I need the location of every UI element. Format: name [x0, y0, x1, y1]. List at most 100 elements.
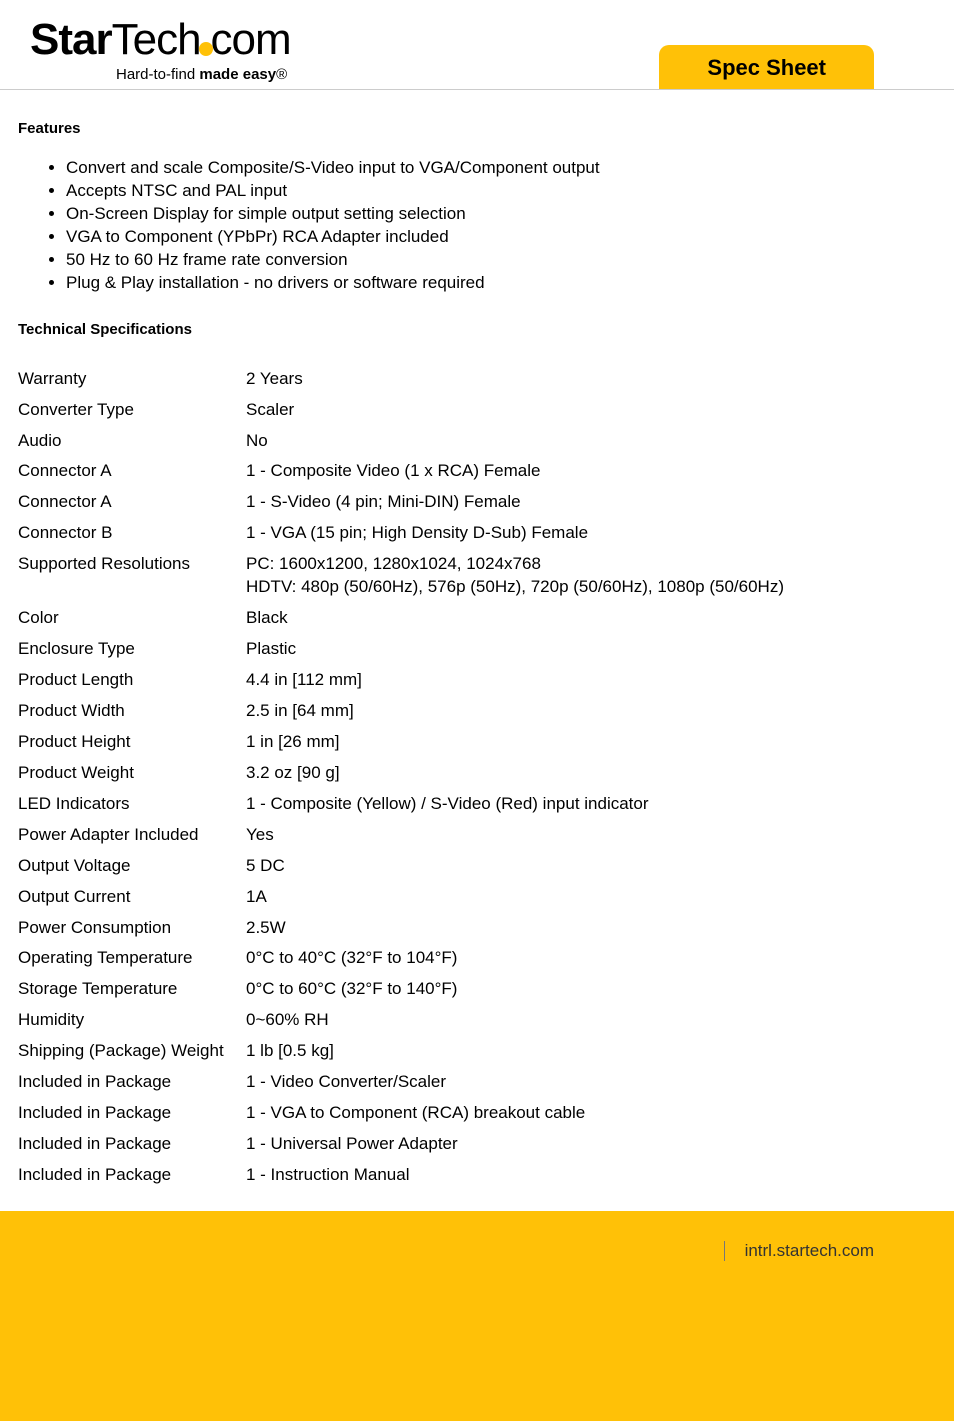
logo-part2: Tech: [112, 15, 201, 64]
features-list: Convert and scale Composite/S-Video inpu…: [66, 157, 936, 295]
feature-item: Convert and scale Composite/S-Video inpu…: [66, 157, 936, 180]
spec-value: 1 - Video Converter/Scaler: [246, 1067, 936, 1098]
logo-part3: com: [211, 15, 291, 64]
footer-url: intrl.startech.com: [724, 1241, 874, 1261]
spec-row: Included in Package1 - Universal Power A…: [18, 1129, 936, 1160]
spec-value: No: [246, 426, 936, 457]
spec-value: 2.5W: [246, 913, 936, 944]
spec-label: Output Current: [18, 882, 246, 913]
feature-item: 50 Hz to 60 Hz frame rate conversion: [66, 249, 936, 272]
spec-row: Output Current1A: [18, 882, 936, 913]
spec-value: Black: [246, 603, 936, 634]
feature-item: VGA to Component (YPbPr) RCA Adapter inc…: [66, 226, 936, 249]
spec-label: Product Weight: [18, 758, 246, 789]
spec-label: Audio: [18, 426, 246, 457]
spec-row: Warranty2 Years: [18, 364, 936, 395]
spec-label: Product Length: [18, 665, 246, 696]
spec-label: Included in Package: [18, 1067, 246, 1098]
spec-row: Enclosure TypePlastic: [18, 634, 936, 665]
spec-row: Converter TypeScaler: [18, 395, 936, 426]
spec-value: 1 in [26 mm]: [246, 727, 936, 758]
page-content: Features Convert and scale Composite/S-V…: [0, 90, 954, 1211]
spec-value: 2 Years: [246, 364, 936, 395]
feature-item: Plug & Play installation - no drivers or…: [66, 272, 936, 295]
logo-dot-icon: [199, 42, 213, 56]
spec-sheet-tab: Spec Sheet: [659, 45, 874, 89]
spec-value: 1 - VGA to Component (RCA) breakout cabl…: [246, 1098, 936, 1129]
spec-label: Storage Temperature: [18, 974, 246, 1005]
spec-label: Output Voltage: [18, 851, 246, 882]
page-header: StarTechcom Hard-to-find made easy® Spec…: [0, 0, 954, 90]
spec-row: Shipping (Package) Weight1 lb [0.5 kg]: [18, 1036, 936, 1067]
spec-value: 3.2 oz [90 g]: [246, 758, 936, 789]
feature-item: Accepts NTSC and PAL input: [66, 180, 936, 203]
spec-row: Operating Temperature0°C to 40°C (32°F t…: [18, 943, 936, 974]
tech-specs-heading: Technical Specifications: [18, 321, 936, 338]
spec-label: Power Consumption: [18, 913, 246, 944]
tagline-suffix: ®: [276, 66, 287, 83]
spec-row: Connector A1 - Composite Video (1 x RCA)…: [18, 456, 936, 487]
spec-row: Product Height1 in [26 mm]: [18, 727, 936, 758]
tagline-bold: made easy: [199, 66, 276, 83]
page-footer: intrl.startech.com: [0, 1211, 954, 1421]
spec-row: Power Consumption2.5W: [18, 913, 936, 944]
spec-row: Connector A1 - S-Video (4 pin; Mini-DIN)…: [18, 487, 936, 518]
spec-value: Yes: [246, 820, 936, 851]
spec-row: LED Indicators1 - Composite (Yellow) / S…: [18, 789, 936, 820]
features-heading: Features: [18, 120, 936, 137]
logo-part1: Star: [30, 15, 112, 64]
spec-row: Connector B1 - VGA (15 pin; High Density…: [18, 518, 936, 549]
spec-value: Plastic: [246, 634, 936, 665]
spec-row: Included in Package1 - Instruction Manua…: [18, 1160, 936, 1191]
spec-label: Included in Package: [18, 1098, 246, 1129]
spec-value: 1 lb [0.5 kg]: [246, 1036, 936, 1067]
spec-label: Warranty: [18, 364, 246, 395]
spec-value: 0~60% RH: [246, 1005, 936, 1036]
spec-row: Included in Package1 - Video Converter/S…: [18, 1067, 936, 1098]
spec-label: Operating Temperature: [18, 943, 246, 974]
spec-label: Enclosure Type: [18, 634, 246, 665]
feature-item: On-Screen Display for simple output sett…: [66, 203, 936, 226]
spec-row: Humidity0~60% RH: [18, 1005, 936, 1036]
spec-value: 1 - Universal Power Adapter: [246, 1129, 936, 1160]
spec-label: Humidity: [18, 1005, 246, 1036]
spec-label: Supported Resolutions: [18, 549, 246, 603]
spec-value: 1 - Composite (Yellow) / S-Video (Red) i…: [246, 789, 936, 820]
spec-label: Shipping (Package) Weight: [18, 1036, 246, 1067]
spec-row: Product Width2.5 in [64 mm]: [18, 696, 936, 727]
spec-label: Product Width: [18, 696, 246, 727]
spec-value: 1 - VGA (15 pin; High Density D-Sub) Fem…: [246, 518, 936, 549]
spec-label: Connector A: [18, 456, 246, 487]
spec-label: Included in Package: [18, 1129, 246, 1160]
spec-row: ColorBlack: [18, 603, 936, 634]
spec-value: PC: 1600x1200, 1280x1024, 1024x768 HDTV:…: [246, 549, 936, 603]
spec-value: 2.5 in [64 mm]: [246, 696, 936, 727]
spec-label: Connector A: [18, 487, 246, 518]
tech-specs-table: Warranty2 YearsConverter TypeScalerAudio…: [18, 364, 936, 1191]
spec-value: 0°C to 60°C (32°F to 140°F): [246, 974, 936, 1005]
spec-label: Product Height: [18, 727, 246, 758]
spec-row: Output Voltage5 DC: [18, 851, 936, 882]
spec-value: 1 - Instruction Manual: [246, 1160, 936, 1191]
tagline-prefix: Hard-to-find: [116, 66, 199, 83]
spec-row: Included in Package1 - VGA to Component …: [18, 1098, 936, 1129]
spec-row: Product Weight3.2 oz [90 g]: [18, 758, 936, 789]
spec-row: Product Length4.4 in [112 mm]: [18, 665, 936, 696]
spec-value: 0°C to 40°C (32°F to 104°F): [246, 943, 936, 974]
spec-label: Included in Package: [18, 1160, 246, 1191]
spec-value: 5 DC: [246, 851, 936, 882]
spec-value: 4.4 in [112 mm]: [246, 665, 936, 696]
spec-label: Power Adapter Included: [18, 820, 246, 851]
spec-row: Supported ResolutionsPC: 1600x1200, 1280…: [18, 549, 936, 603]
spec-value: 1 - Composite Video (1 x RCA) Female: [246, 456, 936, 487]
spec-label: Connector B: [18, 518, 246, 549]
spec-row: Storage Temperature0°C to 60°C (32°F to …: [18, 974, 936, 1005]
spec-value: Scaler: [246, 395, 936, 426]
spec-row: Power Adapter IncludedYes: [18, 820, 936, 851]
spec-value: 1 - S-Video (4 pin; Mini-DIN) Female: [246, 487, 936, 518]
spec-label: Converter Type: [18, 395, 246, 426]
spec-value: 1A: [246, 882, 936, 913]
spec-row: AudioNo: [18, 426, 936, 457]
spec-label: LED Indicators: [18, 789, 246, 820]
spec-label: Color: [18, 603, 246, 634]
